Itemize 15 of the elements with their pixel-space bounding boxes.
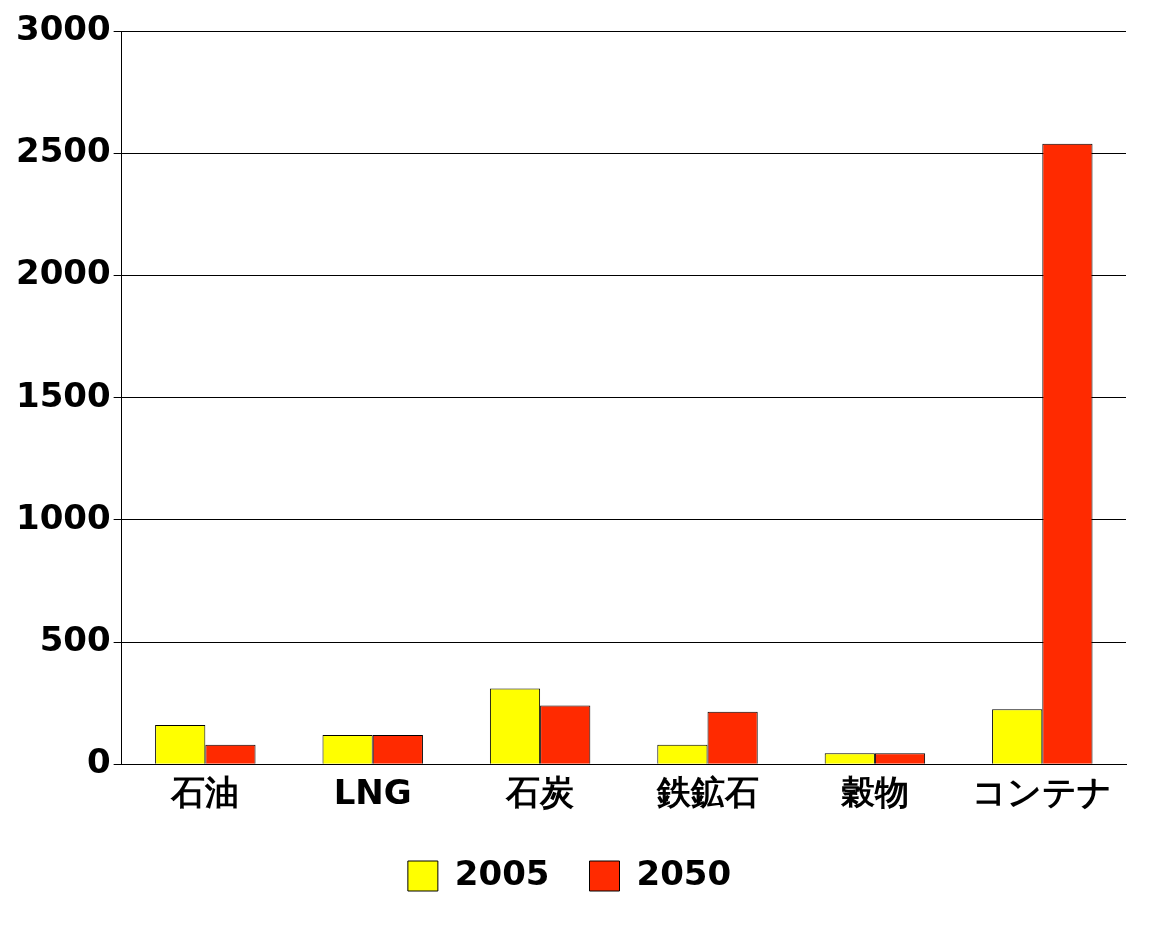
y-tick-label: 2500 xyxy=(15,130,111,171)
y-tick-label: 500 xyxy=(39,618,111,659)
y-tick-label: 0 xyxy=(86,741,111,782)
x-tick-label: 穀物 xyxy=(839,772,909,813)
y-tick-label: 1000 xyxy=(15,496,111,537)
x-tick-label: 石油 xyxy=(170,772,240,813)
x-tick-label: 石炭 xyxy=(505,772,575,813)
y-tick-label: 1500 xyxy=(15,374,111,415)
x-tick-label: LNG xyxy=(333,772,412,813)
y-tick-label: 3000 xyxy=(15,8,111,49)
y-tick-label: 2000 xyxy=(15,252,111,293)
legend-label: 2050 xyxy=(636,852,732,893)
x-tick-label: コンテナ xyxy=(972,772,1113,813)
x-tick-label: 鉄鉱石 xyxy=(655,772,759,813)
legend-label: 2005 xyxy=(454,852,550,893)
